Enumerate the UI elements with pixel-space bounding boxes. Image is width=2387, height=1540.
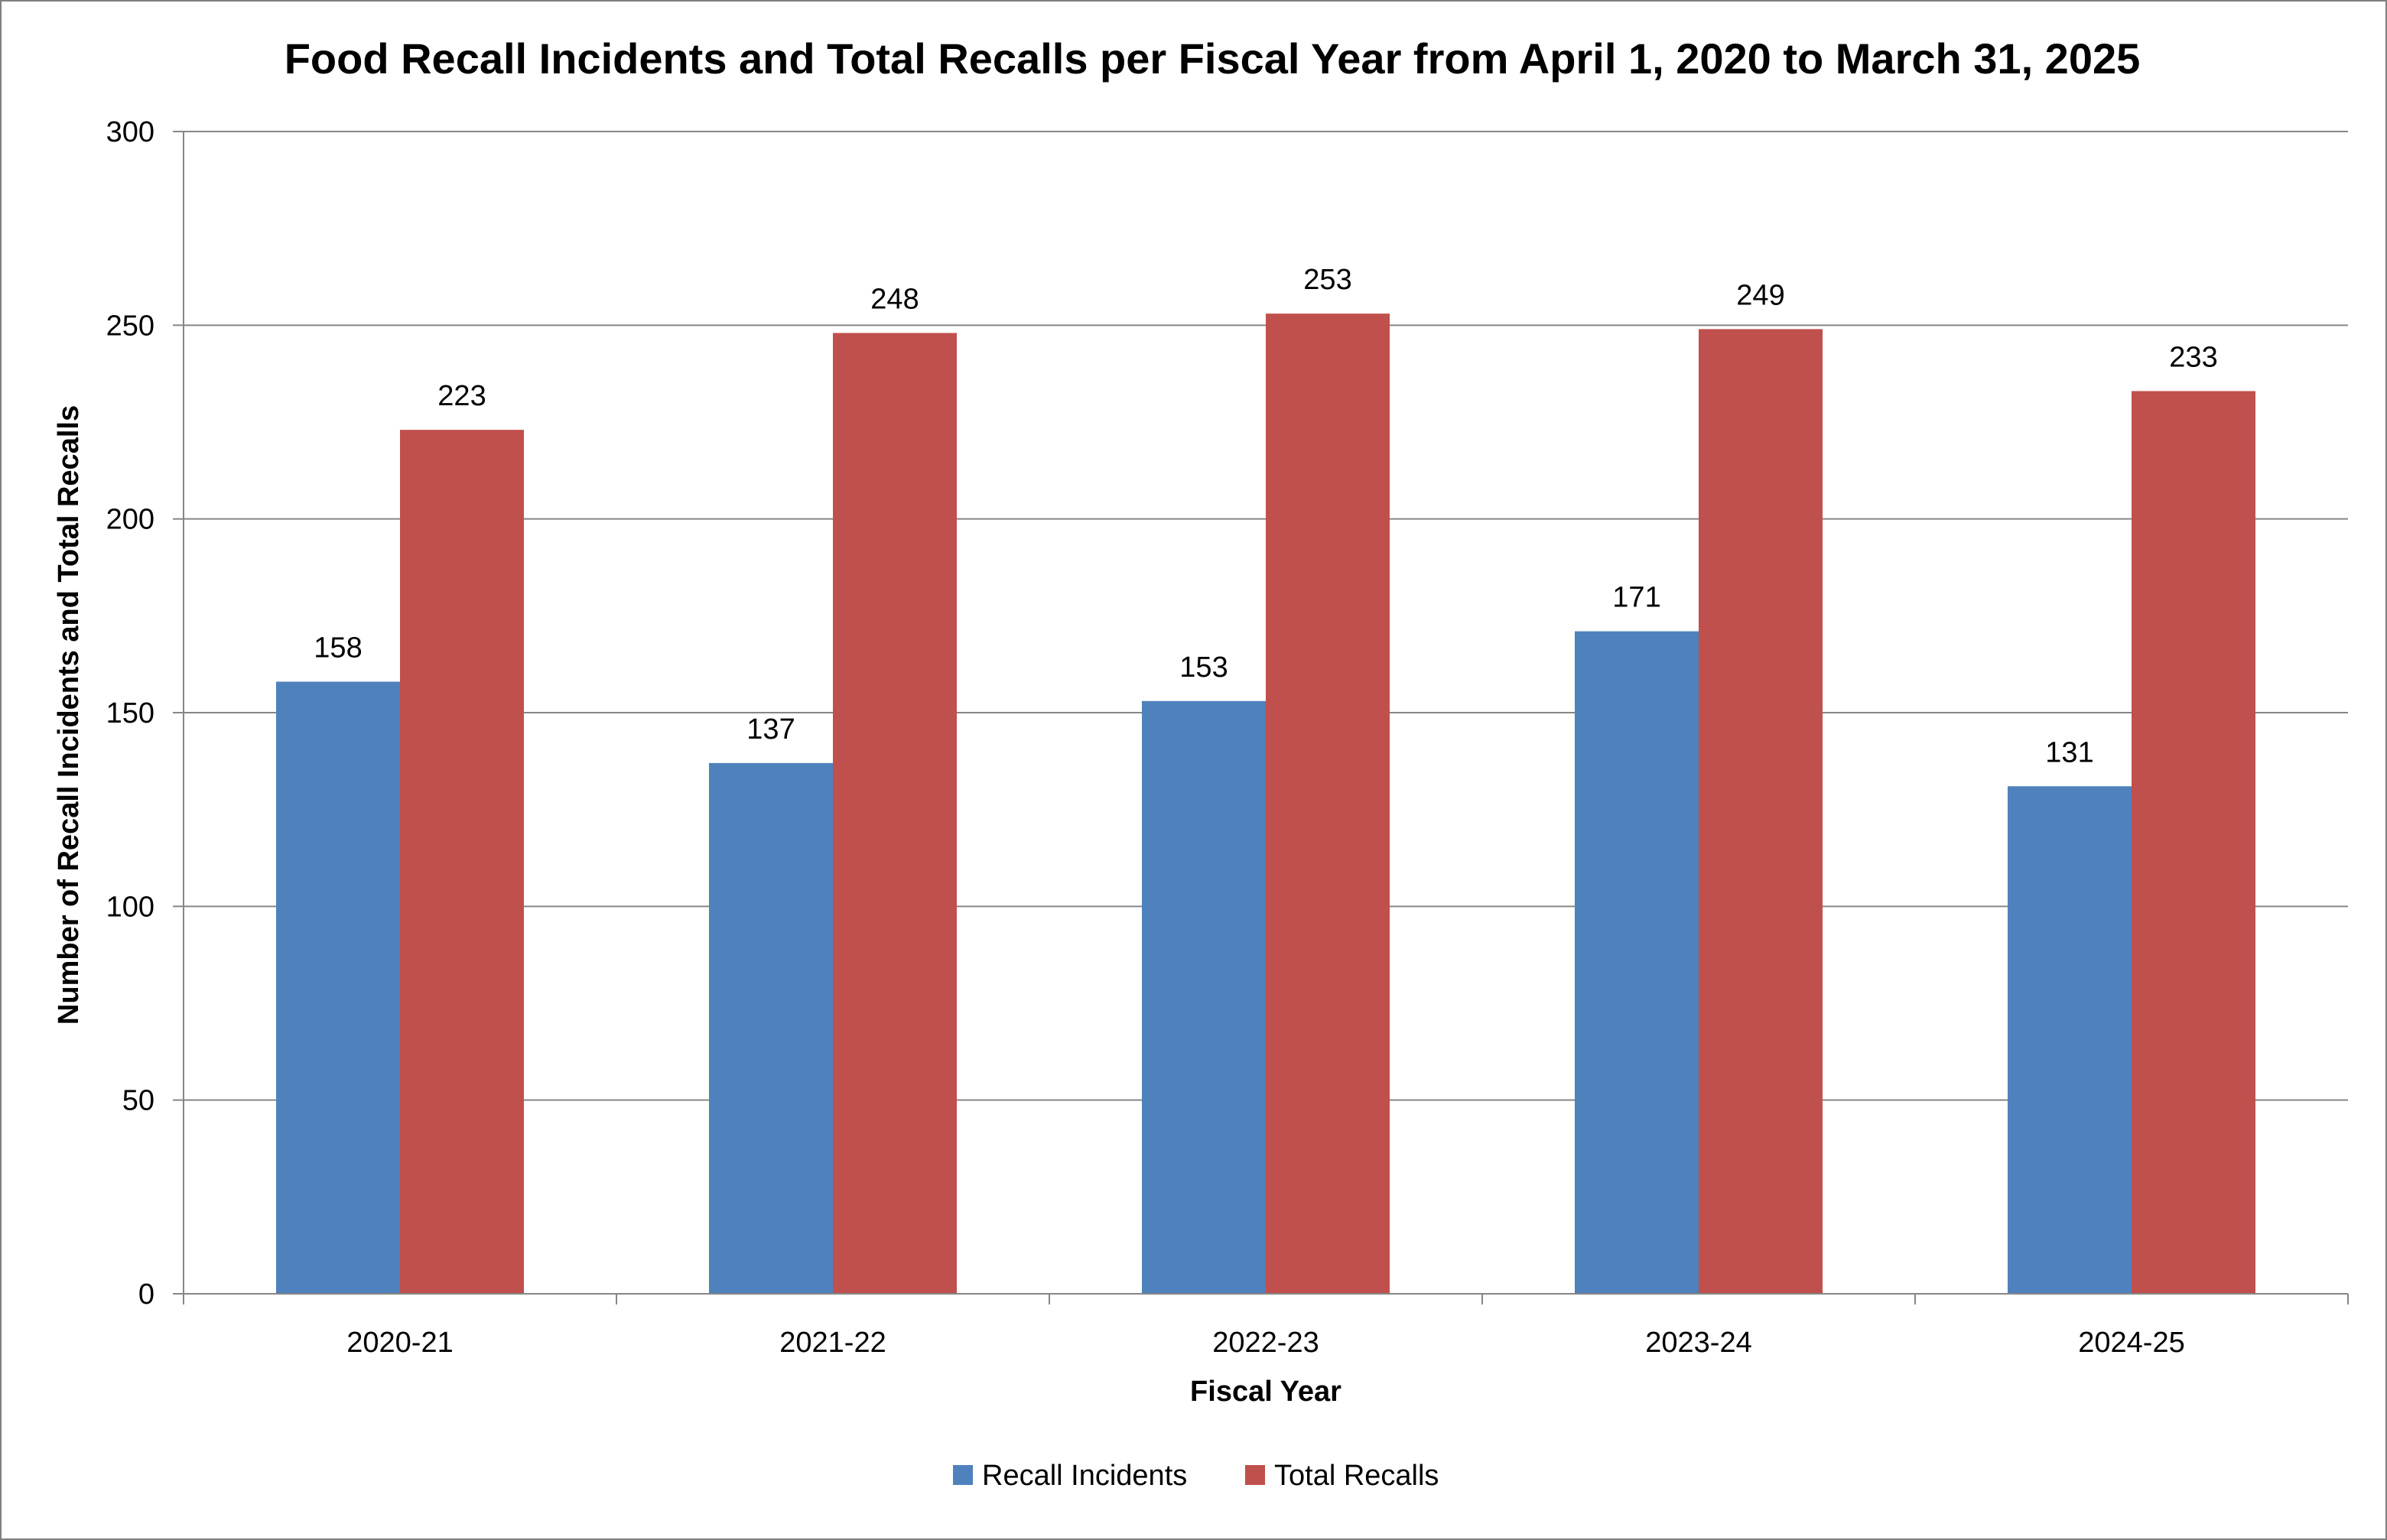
bar-total-recalls-2023-24 (1699, 329, 1823, 1294)
data-label-total-recalls: 248 (870, 283, 919, 315)
y-tick-label: 250 (106, 310, 154, 342)
bar-recall-incidents-2022-23 (1142, 700, 1266, 1294)
axes (173, 131, 2349, 1304)
data-label-total-recalls: 223 (437, 380, 486, 412)
legend-swatch-recall-incidents (953, 1465, 973, 1485)
x-tick-label: 2024-25 (2078, 1327, 2184, 1359)
bar-total-recalls-2022-23 (1266, 314, 1390, 1295)
chart-title: Food Recall Incidents and Total Recalls … (285, 34, 2141, 83)
x-tick-label: 2020-21 (346, 1327, 453, 1359)
y-tick-labels: 0 50 100 150 200 250 300 (106, 116, 154, 1311)
y-tick-label: 200 (106, 504, 154, 536)
bar-recall-incidents-2024-25 (2008, 786, 2132, 1294)
y-axis-title: Number of Recall Incidents and Total Rec… (53, 405, 85, 1025)
data-label-recall-incidents: 131 (2045, 736, 2093, 768)
y-tick-label: 50 (122, 1085, 154, 1117)
y-tick-label: 100 (106, 891, 154, 923)
bar-recall-incidents-2020-21 (276, 681, 400, 1294)
y-tick-label: 300 (106, 116, 154, 148)
bar-recall-incidents-2023-24 (1575, 631, 1699, 1294)
bars (276, 314, 2255, 1295)
bar-total-recalls-2024-25 (2132, 391, 2255, 1294)
data-label-total-recalls: 253 (1303, 264, 1351, 296)
x-tick-label: 2021-22 (779, 1327, 886, 1359)
y-tick-label: 150 (106, 697, 154, 729)
y-tick-label: 0 (138, 1278, 154, 1311)
bar-total-recalls-2021-22 (833, 333, 957, 1294)
data-label-total-recalls: 249 (1736, 279, 1784, 311)
x-tick-labels: 2020-21 2021-22 2022-23 2023-24 2024-25 (346, 1327, 2184, 1359)
data-labels: 158 223 137 248 153 253 171 249 131 233 (314, 264, 2217, 768)
x-tick-label: 2023-24 (1645, 1327, 1751, 1359)
data-label-total-recalls: 233 (2169, 341, 2217, 373)
legend-label: Recall Incidents (982, 1460, 1187, 1492)
legend: Recall Incidents Total Recalls (953, 1460, 1439, 1492)
legend-swatch-total-recalls (1245, 1465, 1265, 1485)
data-label-recall-incidents: 158 (314, 632, 362, 664)
data-label-recall-incidents: 137 (746, 713, 795, 746)
x-tick-label: 2022-23 (1212, 1327, 1319, 1359)
x-axis-title: Fiscal Year (1190, 1376, 1341, 1408)
legend-label: Total Recalls (1274, 1460, 1439, 1492)
data-label-recall-incidents: 171 (1612, 582, 1660, 614)
data-label-recall-incidents: 153 (1179, 651, 1228, 684)
bar-recall-incidents-2021-22 (709, 762, 833, 1294)
bar-total-recalls-2020-21 (400, 430, 524, 1295)
